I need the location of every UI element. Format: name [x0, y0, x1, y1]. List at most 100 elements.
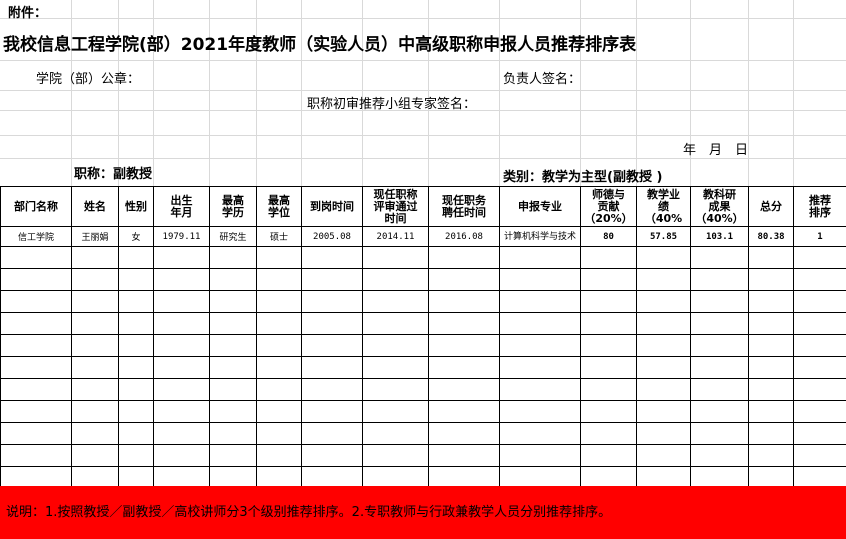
empty-cell[interactable] — [71, 444, 119, 467]
empty-cell[interactable] — [153, 290, 210, 313]
table-cell[interactable]: 1979.11 — [153, 226, 210, 247]
empty-cell[interactable] — [362, 312, 429, 335]
empty-cell[interactable] — [209, 312, 257, 335]
empty-cell[interactable] — [209, 246, 257, 269]
empty-cell[interactable] — [118, 290, 154, 313]
empty-cell[interactable] — [748, 246, 794, 269]
empty-cell[interactable] — [301, 400, 363, 423]
empty-cell[interactable] — [118, 422, 154, 445]
empty-cell[interactable] — [636, 356, 691, 379]
empty-cell[interactable] — [153, 400, 210, 423]
empty-cell[interactable] — [793, 334, 846, 357]
empty-cell[interactable] — [153, 246, 210, 269]
empty-cell[interactable] — [256, 378, 302, 401]
empty-cell[interactable] — [793, 290, 846, 313]
empty-cell[interactable] — [256, 246, 302, 269]
empty-cell[interactable] — [71, 246, 119, 269]
empty-cell[interactable] — [748, 444, 794, 467]
empty-cell[interactable] — [71, 422, 119, 445]
empty-cell[interactable] — [793, 246, 846, 269]
empty-cell[interactable] — [690, 400, 749, 423]
table-cell[interactable]: 信工学院 — [0, 226, 72, 247]
empty-cell[interactable] — [362, 334, 429, 357]
empty-cell[interactable] — [0, 400, 72, 423]
empty-cell[interactable] — [118, 400, 154, 423]
empty-cell[interactable] — [690, 334, 749, 357]
table-cell[interactable]: 硕士 — [256, 226, 302, 247]
empty-cell[interactable] — [209, 400, 257, 423]
empty-cell[interactable] — [748, 312, 794, 335]
empty-cell[interactable] — [580, 246, 637, 269]
empty-cell[interactable] — [793, 444, 846, 467]
table-cell[interactable]: 王丽娟 — [71, 226, 119, 247]
empty-cell[interactable] — [636, 268, 691, 291]
empty-cell[interactable] — [362, 290, 429, 313]
empty-cell[interactable] — [636, 422, 691, 445]
empty-cell[interactable] — [153, 334, 210, 357]
empty-cell[interactable] — [153, 356, 210, 379]
table-cell[interactable]: 57.85 — [636, 226, 691, 247]
empty-cell[interactable] — [256, 290, 302, 313]
empty-cell[interactable] — [301, 378, 363, 401]
empty-cell[interactable] — [636, 246, 691, 269]
empty-cell[interactable] — [0, 378, 72, 401]
empty-cell[interactable] — [118, 378, 154, 401]
empty-cell[interactable] — [71, 378, 119, 401]
empty-cell[interactable] — [209, 422, 257, 445]
empty-cell[interactable] — [499, 378, 581, 401]
empty-cell[interactable] — [0, 268, 72, 291]
empty-cell[interactable] — [690, 290, 749, 313]
empty-cell[interactable] — [118, 268, 154, 291]
empty-cell[interactable] — [301, 422, 363, 445]
empty-cell[interactable] — [71, 312, 119, 335]
empty-cell[interactable] — [690, 422, 749, 445]
empty-cell[interactable] — [580, 356, 637, 379]
empty-cell[interactable] — [499, 334, 581, 357]
empty-cell[interactable] — [748, 400, 794, 423]
empty-cell[interactable] — [256, 400, 302, 423]
empty-cell[interactable] — [428, 422, 500, 445]
empty-cell[interactable] — [636, 444, 691, 467]
empty-cell[interactable] — [256, 334, 302, 357]
empty-cell[interactable] — [690, 312, 749, 335]
empty-cell[interactable] — [580, 422, 637, 445]
empty-cell[interactable] — [153, 422, 210, 445]
empty-cell[interactable] — [793, 268, 846, 291]
empty-cell[interactable] — [256, 312, 302, 335]
empty-cell[interactable] — [118, 444, 154, 467]
empty-cell[interactable] — [636, 378, 691, 401]
empty-cell[interactable] — [153, 268, 210, 291]
empty-cell[interactable] — [690, 356, 749, 379]
empty-cell[interactable] — [690, 378, 749, 401]
empty-cell[interactable] — [499, 312, 581, 335]
empty-cell[interactable] — [428, 378, 500, 401]
empty-cell[interactable] — [499, 422, 581, 445]
table-cell[interactable]: 1 — [793, 226, 846, 247]
empty-cell[interactable] — [209, 378, 257, 401]
empty-cell[interactable] — [580, 268, 637, 291]
empty-cell[interactable] — [636, 290, 691, 313]
empty-cell[interactable] — [71, 268, 119, 291]
empty-cell[interactable] — [118, 312, 154, 335]
empty-cell[interactable] — [256, 268, 302, 291]
empty-cell[interactable] — [499, 400, 581, 423]
empty-cell[interactable] — [301, 356, 363, 379]
table-cell[interactable]: 2014.11 — [362, 226, 429, 247]
empty-cell[interactable] — [748, 268, 794, 291]
empty-cell[interactable] — [153, 444, 210, 467]
empty-cell[interactable] — [636, 312, 691, 335]
empty-cell[interactable] — [690, 268, 749, 291]
empty-cell[interactable] — [118, 334, 154, 357]
empty-cell[interactable] — [690, 444, 749, 467]
empty-cell[interactable] — [362, 378, 429, 401]
empty-cell[interactable] — [362, 356, 429, 379]
table-cell[interactable]: 103.1 — [690, 226, 749, 247]
empty-cell[interactable] — [499, 356, 581, 379]
empty-cell[interactable] — [209, 444, 257, 467]
empty-cell[interactable] — [71, 400, 119, 423]
empty-cell[interactable] — [209, 268, 257, 291]
empty-cell[interactable] — [428, 334, 500, 357]
empty-cell[interactable] — [0, 444, 72, 467]
empty-cell[interactable] — [118, 356, 154, 379]
empty-cell[interactable] — [0, 246, 72, 269]
